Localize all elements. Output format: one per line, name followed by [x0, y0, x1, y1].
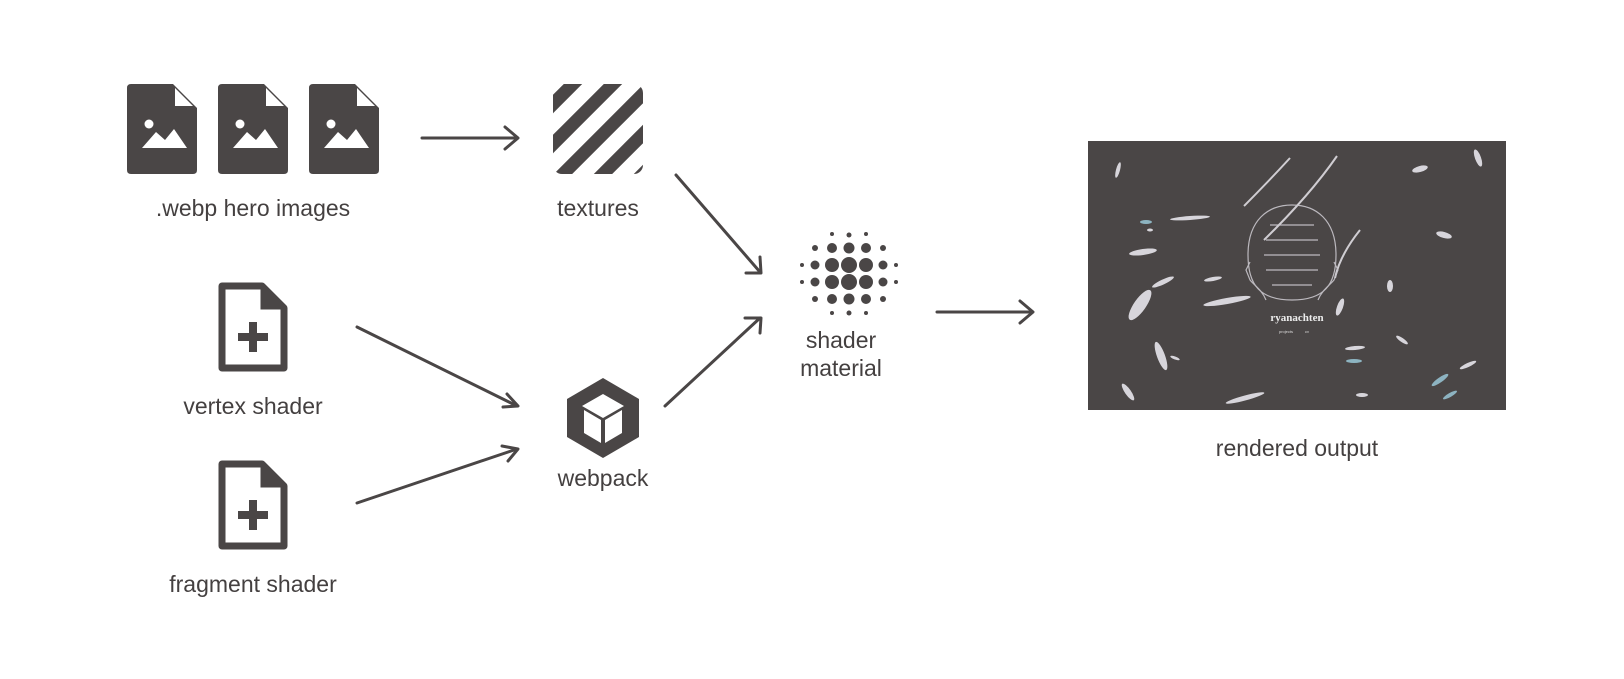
arrow-fragment-shader-to-webpack	[355, 444, 520, 505]
rendered-output-node: ryanachten projects cv rendered output	[1088, 141, 1506, 461]
fragment-shader-node: fragment shader	[169, 464, 337, 597]
webpack-cube-icon	[567, 378, 639, 458]
shader-material-label-line2: material	[800, 355, 882, 381]
webpack-label: webpack	[557, 465, 649, 491]
fragment-shader-label: fragment shader	[169, 571, 337, 597]
preview-nav-cv: cv	[1305, 329, 1309, 334]
striped-texture-icon	[553, 84, 643, 174]
file-plus-icon	[222, 464, 284, 546]
vertex-shader-label: vertex shader	[183, 393, 323, 419]
dot-sphere-icon	[800, 232, 898, 316]
arrow-shader-material-to-rendered-output	[935, 299, 1035, 325]
image-file-icon	[127, 84, 379, 174]
preview-title: ryanachten	[1270, 312, 1323, 324]
preview-nav-projects: projects	[1279, 329, 1293, 334]
hero-images-label: .webp hero images	[156, 195, 350, 221]
textures-label: textures	[557, 195, 639, 221]
arrow-textures-to-shader-material	[674, 173, 763, 275]
file-plus-icon	[222, 286, 284, 368]
shader-material-node: shader material	[800, 232, 898, 381]
vertex-shader-node: vertex shader	[183, 286, 323, 419]
shader-material-label-line1: shader	[806, 327, 877, 353]
rendered-output-label: rendered output	[1216, 435, 1379, 461]
textures-node: textures	[553, 84, 643, 221]
hero-images-node: .webp hero images	[127, 84, 379, 221]
rendered-output-preview: ryanachten projects cv	[1088, 141, 1506, 410]
arrow-webpack-to-shader-material	[663, 316, 763, 408]
arrow-vertex-shader-to-webpack	[355, 325, 520, 409]
arrow-hero-images-to-textures	[420, 125, 520, 151]
webpack-node: webpack	[557, 378, 649, 491]
